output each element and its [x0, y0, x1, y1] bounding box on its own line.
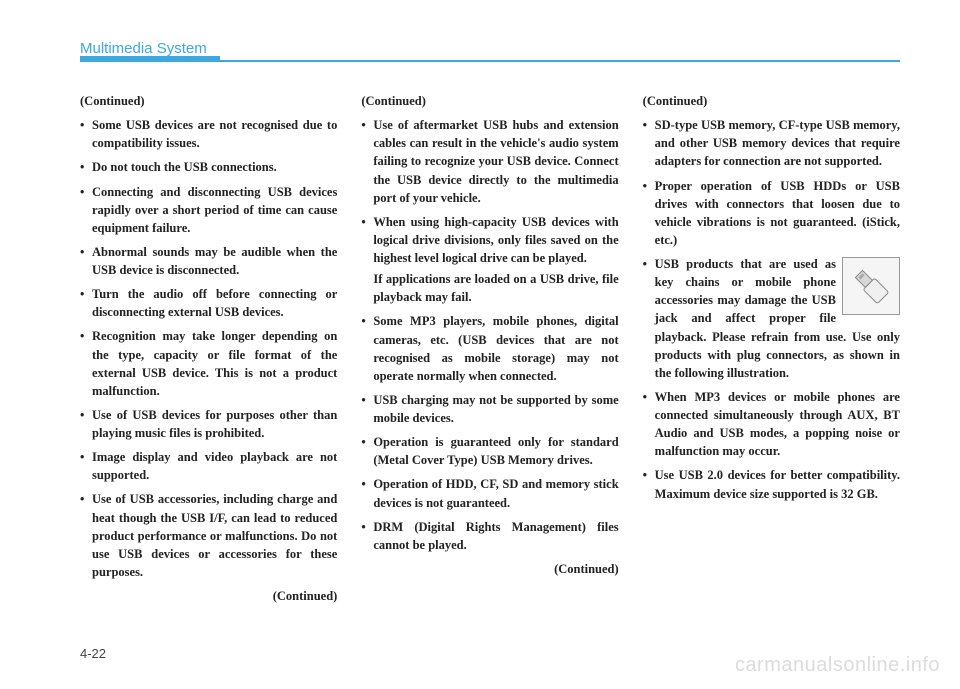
column-2: (Continued) Use of aftermarket USB hubs … [361, 92, 618, 605]
list-item: Use of USB accessories, including charge… [80, 490, 337, 581]
list-item: Proper operation of USB HDDs or USB driv… [643, 177, 900, 250]
column-1: (Continued) Some USB devices are not rec… [80, 92, 337, 605]
page-header: Multimedia System [80, 40, 900, 62]
list-item: Use of aftermarket USB hubs and extensio… [361, 116, 618, 207]
list-item: Operation is guaranteed only for standar… [361, 433, 618, 469]
page-number: 4-22 [80, 646, 106, 661]
body-columns: (Continued) Some USB devices are not rec… [80, 92, 900, 605]
list-item: SD-type USB memory, CF-type USB memory, … [643, 116, 900, 170]
continued-label: (Continued) [80, 92, 337, 110]
list-item: Some USB devices are not recognised due … [80, 116, 337, 152]
list-item: When using high-capacity USB devices wit… [361, 213, 618, 267]
sub-paragraph: If applications are loaded on a USB driv… [361, 270, 618, 306]
watermark: carmanualsonline.info [735, 654, 940, 677]
column-3: (Continued) SD-type USB memory, CF-type … [643, 92, 900, 605]
continued-end-label: (Continued) [80, 587, 337, 605]
bullet-list: SD-type USB memory, CF-type USB memory, … [643, 116, 900, 503]
list-item: Recognition may take longer depending on… [80, 327, 337, 400]
bullet-list: Some USB devices are not recognised due … [80, 116, 337, 581]
bullet-list: Use of aftermarket USB hubs and extensio… [361, 116, 618, 267]
list-item: Use USB 2.0 devices for better compatibi… [643, 466, 900, 502]
list-item: USB charging may not be supported by som… [361, 391, 618, 427]
list-item: Operation of HDD, CF, SD and memory stic… [361, 475, 618, 511]
header-title: Multimedia System [80, 40, 215, 57]
list-item: Use of USB devices for purposes other th… [80, 406, 337, 442]
list-item: Connecting and disconnecting USB devices… [80, 183, 337, 237]
list-item: Abnormal sounds may be audible when the … [80, 243, 337, 279]
list-item: DRM (Digital Rights Management) files ca… [361, 518, 618, 554]
continued-end-label: (Continued) [361, 560, 618, 578]
bullet-list: Some MP3 players, mobile phones, digital… [361, 312, 618, 554]
list-item: Turn the audio off before connecting or … [80, 285, 337, 321]
list-item: Image display and video playback are not… [80, 448, 337, 484]
continued-label: (Continued) [643, 92, 900, 110]
usb-connector-illustration [842, 257, 900, 315]
list-item: USB products that are used as key chains… [643, 255, 900, 382]
continued-label: (Continued) [361, 92, 618, 110]
list-item: Some MP3 players, mobile phones, digital… [361, 312, 618, 385]
header-rule [80, 60, 900, 62]
list-item: When MP3 devices or mobile phones are co… [643, 388, 900, 461]
list-item: Do not touch the USB connections. [80, 158, 337, 176]
